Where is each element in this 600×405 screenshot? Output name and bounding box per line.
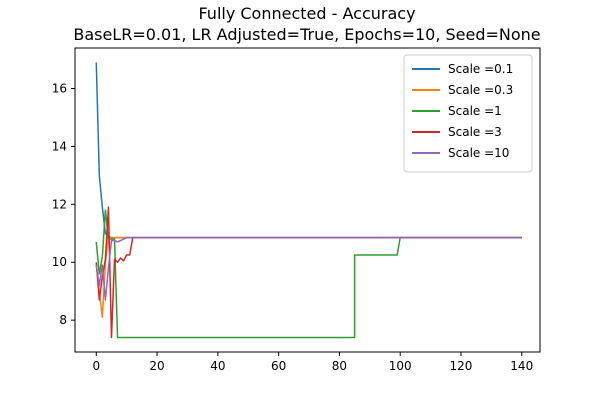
chart-title: Fully Connected - Accuracy (198, 4, 415, 23)
chart-subtitle: BaseLR=0.01, LR Adjusted=True, Epochs=10… (73, 25, 540, 44)
y-tick-label-1: 10 (52, 255, 67, 269)
x-tick-label-0: 0 (92, 359, 100, 373)
series-line-2 (95, 209, 522, 339)
x-axis: 0 20 40 60 80 100 120 140 (92, 352, 533, 373)
legend: Scale =0.1 Scale =0.3 Scale =1 Scale =3 Scal… (403, 54, 533, 173)
legend-label-1: Scale =0.3 (448, 83, 513, 97)
x-tick-label-3: 60 (271, 359, 286, 373)
y-tick-label-3: 14 (52, 139, 67, 153)
series-line-1 (95, 236, 522, 319)
x-tick-label-6: 120 (450, 359, 473, 373)
x-tick-label-1: 20 (149, 359, 164, 373)
legend-label-0: Scale =0.1 (448, 62, 513, 76)
legend-label-2: Scale =1 (448, 104, 502, 118)
series-line-4 (95, 236, 522, 301)
x-tick-label-4: 80 (332, 359, 347, 373)
x-tick-label-5: 100 (389, 359, 412, 373)
legend-label-4: Scale =10 (448, 146, 509, 160)
y-tick-label-4: 16 (52, 82, 67, 96)
x-tick-label-7: 140 (510, 359, 533, 373)
y-axis: 8 10 12 14 16 (52, 82, 75, 327)
plot-frame (74, 47, 541, 353)
legend-label-3: Scale =3 (448, 125, 502, 139)
x-tick-label-2: 40 (210, 359, 225, 373)
y-tick-label-0: 8 (59, 313, 67, 327)
series-line-3 (95, 206, 522, 339)
y-tick-label-2: 12 (52, 197, 67, 211)
legend-box (403, 54, 533, 173)
series-layer (95, 62, 522, 339)
